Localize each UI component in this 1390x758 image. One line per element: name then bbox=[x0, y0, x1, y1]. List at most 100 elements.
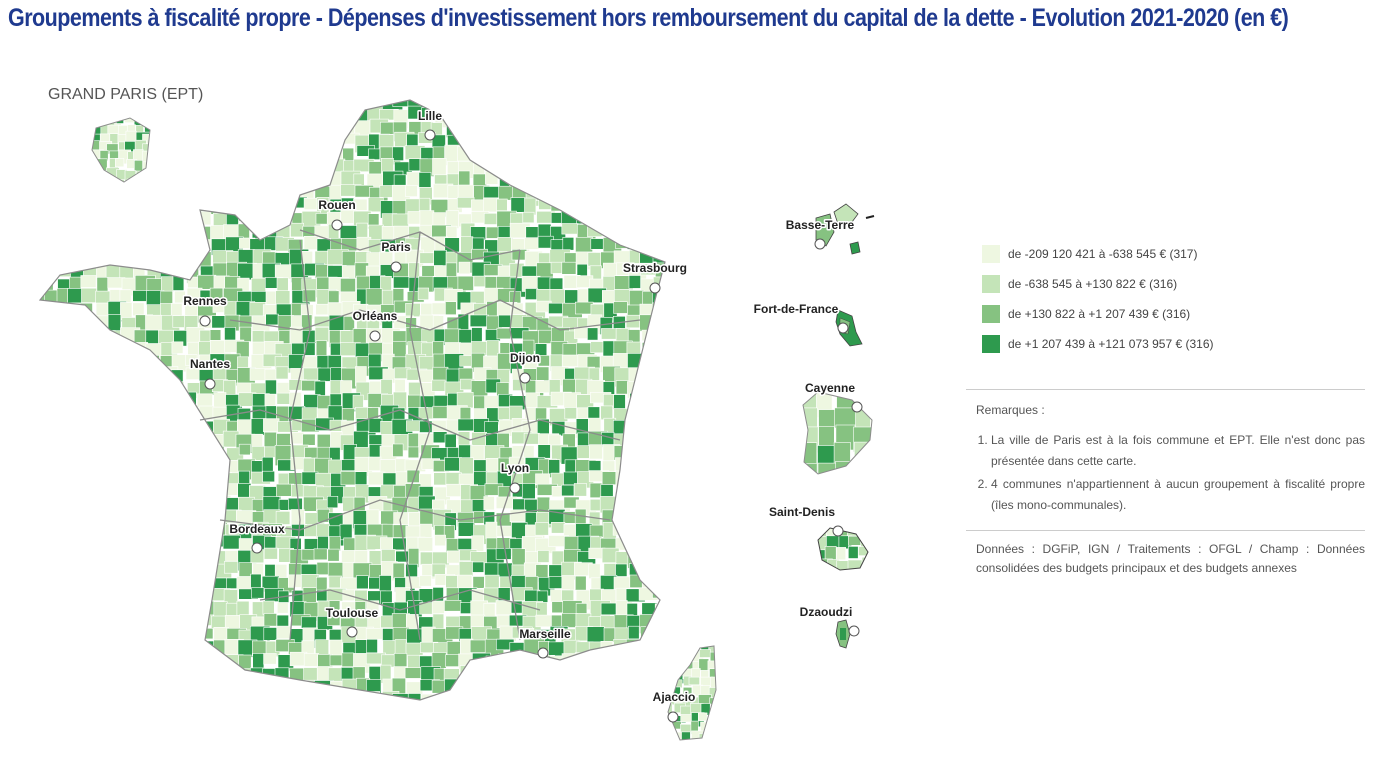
territory-tile[interactable] bbox=[471, 97, 488, 116]
territory-tile[interactable] bbox=[343, 93, 364, 110]
territory-tile[interactable] bbox=[147, 252, 164, 268]
territory-tile[interactable] bbox=[432, 212, 446, 227]
territory-tile[interactable] bbox=[668, 159, 680, 178]
territory-tile[interactable] bbox=[534, 680, 556, 701]
territory-tile[interactable] bbox=[199, 536, 221, 550]
territory-tile[interactable] bbox=[587, 145, 608, 159]
territory-tile[interactable] bbox=[147, 616, 167, 633]
territory-tile[interactable] bbox=[173, 483, 192, 503]
territory-tile[interactable] bbox=[136, 178, 149, 191]
territory-tile[interactable] bbox=[134, 639, 155, 655]
territory-tile[interactable] bbox=[210, 121, 232, 135]
territory-tile[interactable] bbox=[186, 419, 203, 431]
territory-tile[interactable] bbox=[67, 590, 79, 608]
territory-tile[interactable] bbox=[406, 133, 419, 147]
territory-tile[interactable] bbox=[198, 666, 211, 688]
legend-item-class-2[interactable]: de -638 545 à +130 822 € (316) bbox=[982, 274, 1214, 294]
territory-tile[interactable] bbox=[118, 667, 137, 681]
territory-tile[interactable] bbox=[564, 407, 577, 420]
territory-tile[interactable] bbox=[55, 330, 68, 350]
territory-tile[interactable] bbox=[352, 96, 373, 110]
territory-tile[interactable] bbox=[93, 665, 110, 681]
territory-tile[interactable] bbox=[197, 120, 219, 142]
territory-tile[interactable] bbox=[90, 114, 98, 123]
territory-tile[interactable] bbox=[159, 495, 177, 511]
territory-tile[interactable] bbox=[668, 134, 679, 149]
territory-tile[interactable] bbox=[817, 462, 843, 485]
territory-tile[interactable] bbox=[483, 692, 495, 704]
territory-tile[interactable] bbox=[525, 288, 539, 300]
territory-tile[interactable] bbox=[134, 225, 149, 246]
territory-tile[interactable] bbox=[509, 121, 522, 140]
territory-tile[interactable] bbox=[28, 615, 49, 628]
territory-tile[interactable] bbox=[275, 290, 291, 306]
territory-tile[interactable] bbox=[535, 158, 550, 177]
territory-tile[interactable] bbox=[41, 654, 55, 668]
territory-tile[interactable] bbox=[561, 354, 580, 367]
territory-tile[interactable] bbox=[627, 119, 647, 133]
territory-tile[interactable] bbox=[508, 95, 527, 106]
territory-tile[interactable] bbox=[652, 200, 665, 216]
territory-tile[interactable] bbox=[42, 198, 60, 217]
territory-tile[interactable] bbox=[639, 446, 653, 461]
territory-tile[interactable] bbox=[43, 457, 55, 472]
territory-tile[interactable] bbox=[276, 277, 289, 293]
territory-tile[interactable] bbox=[564, 183, 586, 199]
territory-tile[interactable] bbox=[616, 691, 633, 704]
territory-tile[interactable] bbox=[119, 681, 136, 698]
territory-tile[interactable] bbox=[67, 497, 88, 515]
territory-tile[interactable] bbox=[277, 135, 293, 156]
territory-tile[interactable] bbox=[132, 236, 149, 254]
territory-tile[interactable] bbox=[654, 121, 673, 143]
territory-tile[interactable] bbox=[534, 109, 552, 121]
territory-tile[interactable] bbox=[457, 521, 475, 537]
territory-tile[interactable] bbox=[158, 421, 179, 433]
territory-tile[interactable] bbox=[574, 575, 587, 591]
territory-tile[interactable] bbox=[29, 600, 41, 614]
territory-tile[interactable] bbox=[212, 161, 234, 178]
territory-tile[interactable] bbox=[31, 262, 47, 284]
territory-tile[interactable] bbox=[94, 471, 112, 486]
territory-tile[interactable] bbox=[160, 106, 179, 121]
territory-tile[interactable] bbox=[654, 315, 667, 329]
territory-tile[interactable] bbox=[44, 354, 58, 367]
territory-tile[interactable] bbox=[303, 160, 323, 178]
territory-tile[interactable] bbox=[70, 603, 92, 616]
territory-tile[interactable] bbox=[368, 148, 381, 160]
territory-tile[interactable] bbox=[575, 161, 588, 180]
territory-tile[interactable] bbox=[134, 446, 152, 466]
territory-tile[interactable] bbox=[121, 183, 139, 205]
territory-tile[interactable] bbox=[470, 134, 491, 152]
territory-tile[interactable] bbox=[160, 120, 181, 137]
territory-tile[interactable] bbox=[170, 407, 186, 421]
mayotte[interactable] bbox=[835, 619, 851, 649]
territory-tile[interactable] bbox=[459, 665, 480, 684]
territory-tile[interactable] bbox=[237, 158, 252, 171]
territory-tile[interactable] bbox=[652, 458, 671, 475]
territory-tile[interactable] bbox=[135, 368, 153, 383]
territory-tile[interactable] bbox=[67, 509, 86, 531]
territory-tile[interactable] bbox=[652, 302, 665, 323]
territory-tile[interactable] bbox=[700, 642, 710, 651]
territory-tile[interactable] bbox=[118, 342, 130, 356]
territory-tile[interactable] bbox=[457, 184, 474, 200]
territory-tile[interactable] bbox=[199, 692, 213, 704]
territory-tile[interactable] bbox=[261, 694, 283, 713]
territory-tile[interactable] bbox=[29, 236, 43, 257]
territory-tile[interactable] bbox=[654, 329, 674, 341]
territory-tile[interactable] bbox=[655, 381, 668, 396]
territory-tile[interactable] bbox=[174, 290, 186, 304]
territory-tile[interactable] bbox=[457, 418, 475, 432]
territory-tile[interactable] bbox=[641, 456, 654, 478]
territory-tile[interactable] bbox=[577, 185, 591, 198]
territory-tile[interactable] bbox=[287, 497, 303, 511]
territory-tile[interactable] bbox=[314, 326, 330, 343]
city-marker-basse-terre[interactable] bbox=[814, 238, 826, 250]
territory-tile[interactable] bbox=[472, 561, 485, 573]
territory-tile[interactable] bbox=[720, 642, 730, 651]
territory-tile[interactable] bbox=[31, 640, 45, 653]
territory-tile[interactable] bbox=[665, 677, 674, 690]
territory-tile[interactable] bbox=[109, 393, 124, 411]
territory-tile[interactable] bbox=[587, 327, 599, 341]
territory-tile[interactable] bbox=[68, 236, 89, 252]
